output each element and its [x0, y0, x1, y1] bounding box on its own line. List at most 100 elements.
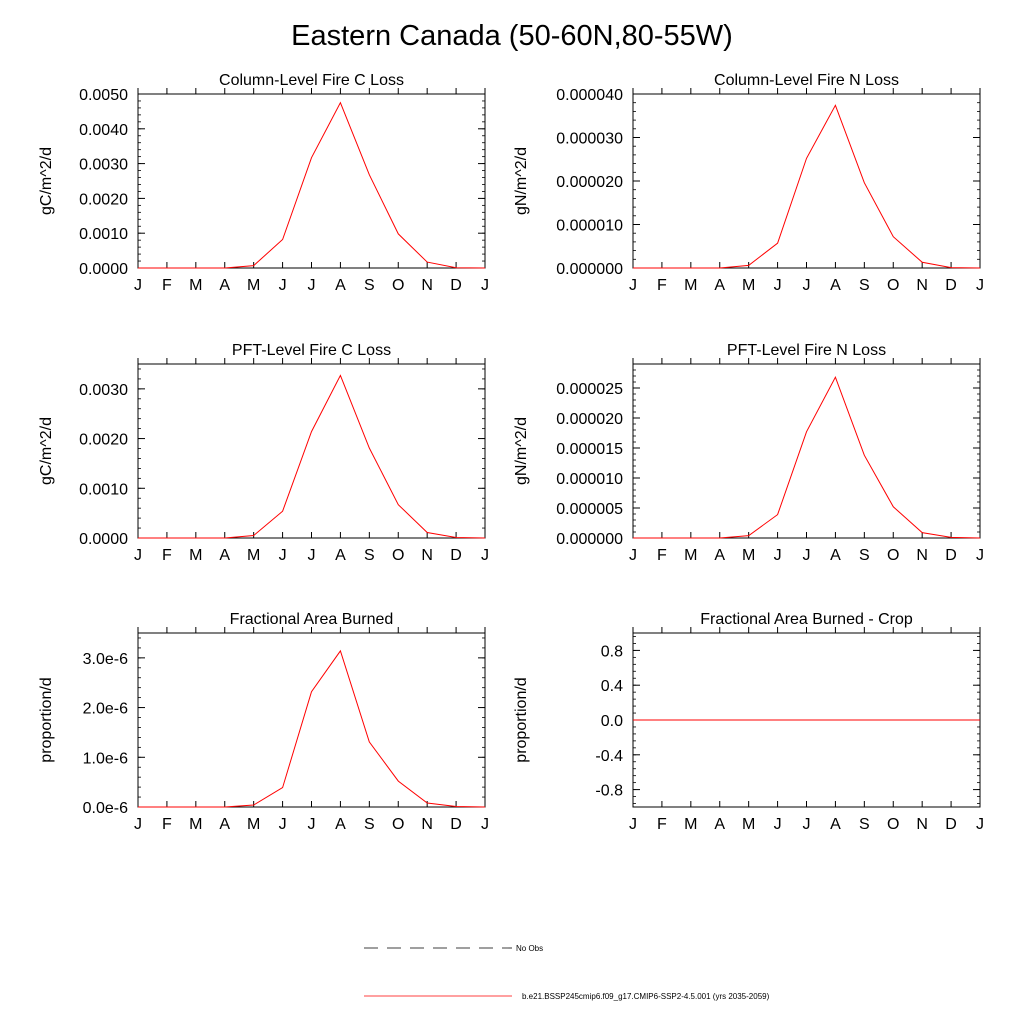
y-tick-label: 0.8	[601, 643, 623, 660]
x-tick-label: J	[134, 547, 142, 564]
y-tick-label: 0.0e-6	[83, 800, 128, 817]
x-tick-label: A	[830, 816, 841, 833]
y-tick-label: 0.0	[601, 713, 623, 730]
x-tick-label: N	[916, 277, 928, 294]
y-tick-label: 2.0e-6	[83, 701, 128, 718]
x-tick-label: O	[392, 547, 404, 564]
y-axis-label: gC/m^2/d	[38, 417, 55, 485]
panel-title: Fractional Area Burned - Crop	[700, 611, 913, 628]
x-tick-label: J	[774, 277, 782, 294]
chart-legend: No Obs b.e21.BSSP245cmip6.f09_g17.CMIP6-…	[364, 944, 770, 1001]
legend-obs-label: No Obs	[516, 944, 543, 953]
x-tick-label: M	[189, 277, 202, 294]
x-tick-label: D	[945, 816, 957, 833]
x-tick-label: M	[742, 547, 755, 564]
x-tick-label: N	[916, 816, 928, 833]
y-tick-label: -0.8	[595, 783, 623, 800]
y-tick-label: 0.000040	[556, 87, 623, 104]
y-tick-label: 0.0010	[79, 481, 128, 498]
x-tick-label: J	[629, 547, 637, 564]
x-tick-label: S	[859, 816, 870, 833]
x-tick-label: J	[976, 547, 984, 564]
x-tick-label: A	[830, 547, 841, 564]
x-tick-label: N	[916, 547, 928, 564]
plot-frame	[632, 363, 981, 539]
plot-frame	[137, 93, 486, 269]
y-tick-label: 0.0010	[79, 226, 128, 243]
figure-title: Eastern Canada (50-60N,80-55W)	[291, 20, 733, 52]
series-line	[138, 374, 486, 539]
y-tick-label: 0.000010	[556, 471, 623, 488]
x-tick-label: F	[657, 277, 667, 294]
y-tick-label: 0.000005	[556, 501, 623, 518]
plot-frame	[137, 632, 486, 808]
series-line	[138, 649, 486, 808]
y-tick-label: 0.000010	[556, 218, 623, 235]
panel-title: Column-Level Fire N Loss	[714, 72, 899, 89]
panel-title: Column-Level Fire C Loss	[219, 72, 404, 89]
y-tick-label: 3.0e-6	[83, 651, 128, 668]
x-tick-label: F	[162, 547, 172, 564]
x-tick-label: M	[742, 277, 755, 294]
x-tick-label: N	[421, 277, 433, 294]
x-tick-label: J	[803, 277, 811, 294]
y-tick-label: 1.0e-6	[83, 750, 128, 767]
y-tick-label: 0.0040	[79, 122, 128, 139]
x-tick-label: A	[219, 277, 230, 294]
x-tick-label: F	[657, 547, 667, 564]
x-tick-label: J	[308, 277, 316, 294]
x-tick-label: O	[392, 277, 404, 294]
plot-frame	[137, 363, 486, 539]
x-tick-label: M	[247, 816, 260, 833]
y-tick-label: 0.000030	[556, 131, 623, 148]
x-tick-label: J	[481, 277, 489, 294]
x-tick-label: S	[364, 816, 375, 833]
x-tick-label: J	[481, 547, 489, 564]
x-tick-label: A	[335, 816, 346, 833]
x-tick-label: J	[976, 816, 984, 833]
x-tick-label: F	[162, 816, 172, 833]
x-tick-label: D	[450, 277, 462, 294]
x-tick-label: J	[481, 816, 489, 833]
series-line	[138, 101, 486, 269]
x-tick-label: J	[134, 816, 142, 833]
x-tick-label: A	[714, 277, 725, 294]
y-tick-label: 0.000000	[556, 261, 623, 278]
x-tick-label: S	[364, 277, 375, 294]
x-tick-label: J	[134, 277, 142, 294]
x-tick-label: D	[450, 547, 462, 564]
y-tick-label: 0.000020	[556, 411, 623, 428]
y-tick-label: 0.0020	[79, 432, 128, 449]
x-tick-label: A	[335, 547, 346, 564]
y-axis-label: gN/m^2/d	[513, 417, 530, 485]
x-tick-label: J	[279, 547, 287, 564]
y-tick-label: 0.4	[601, 678, 623, 695]
x-tick-label: J	[803, 547, 811, 564]
x-tick-label: M	[189, 547, 202, 564]
x-tick-label: S	[859, 547, 870, 564]
y-tick-label: 0.0000	[79, 531, 128, 548]
x-tick-label: N	[421, 547, 433, 564]
y-tick-label: 0.0030	[79, 382, 128, 399]
x-tick-label: S	[364, 547, 375, 564]
y-tick-label: 0.000025	[556, 381, 623, 398]
x-tick-label: J	[308, 816, 316, 833]
x-tick-label: M	[684, 816, 697, 833]
x-tick-label: M	[742, 816, 755, 833]
x-tick-label: J	[629, 816, 637, 833]
y-axis-label: gN/m^2/d	[513, 147, 530, 215]
x-tick-label: O	[887, 277, 899, 294]
x-tick-label: O	[392, 816, 404, 833]
x-tick-label: M	[247, 277, 260, 294]
x-tick-label: N	[421, 816, 433, 833]
x-tick-label: A	[714, 547, 725, 564]
panel-title: Fractional Area Burned	[230, 611, 394, 628]
x-tick-label: F	[657, 816, 667, 833]
y-tick-label: 0.000015	[556, 441, 623, 458]
x-tick-label: J	[629, 277, 637, 294]
